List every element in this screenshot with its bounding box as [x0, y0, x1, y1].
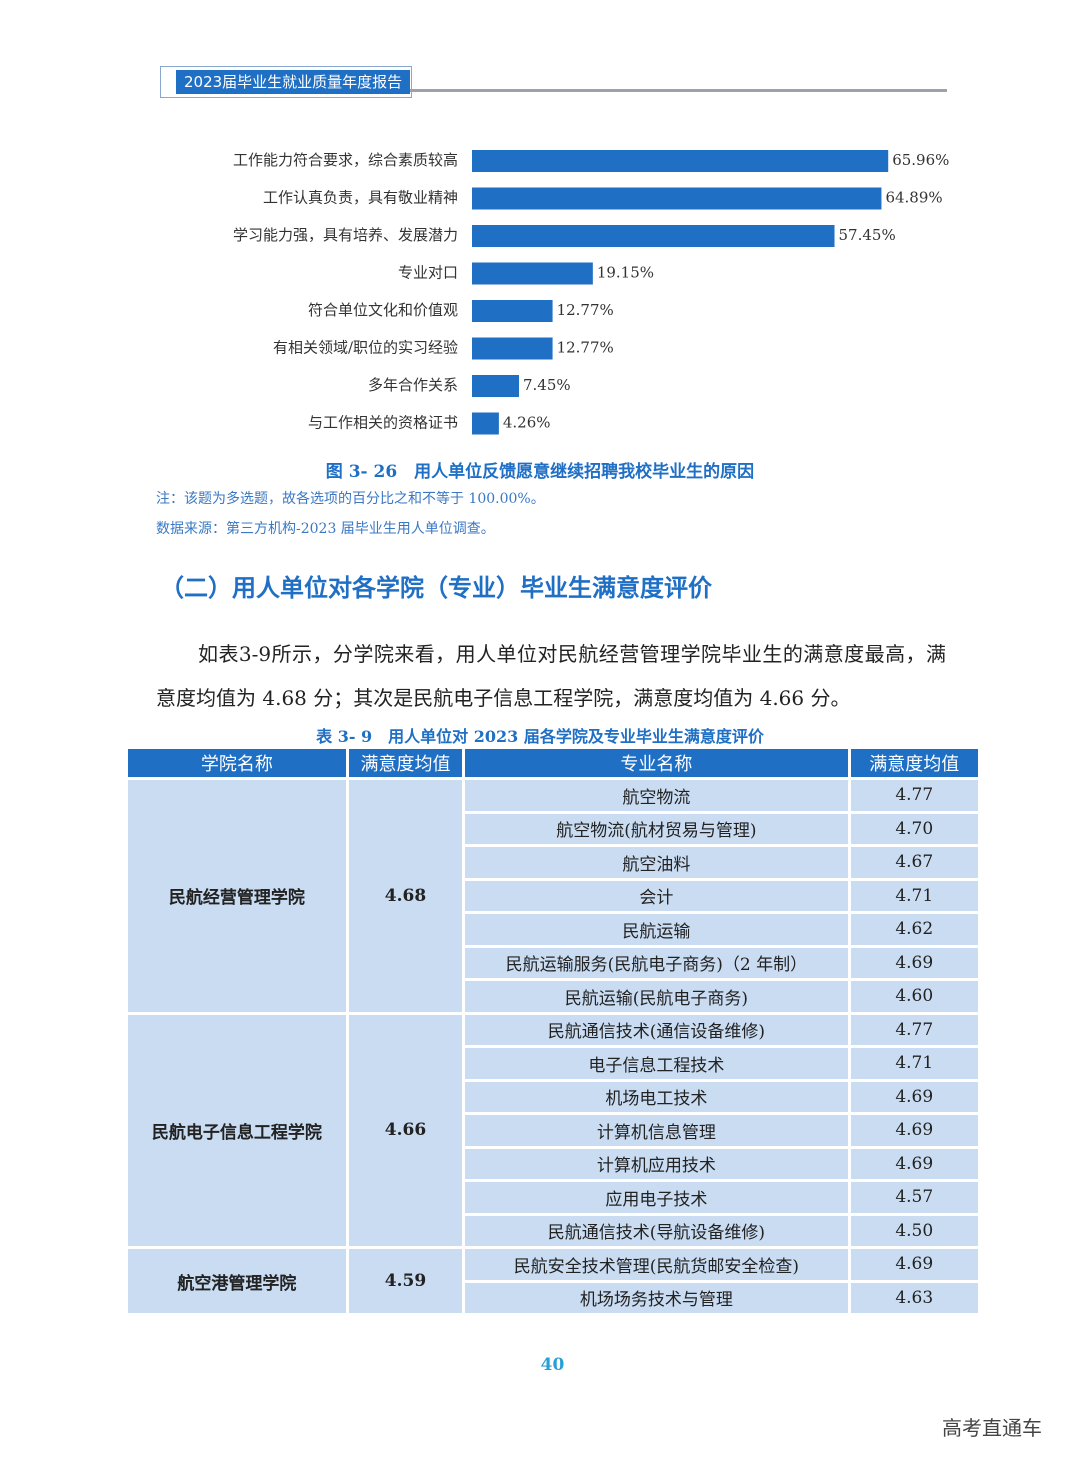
bar	[472, 150, 889, 172]
bar	[472, 375, 520, 397]
value-label: 12.77%	[557, 301, 614, 319]
major-score: 4.71	[850, 1048, 978, 1079]
college-mean: 4.68	[348, 780, 463, 1012]
table-row: 民航通信技术(导航设备维修) 4.50	[128, 1215, 978, 1246]
value-label: 7.45%	[523, 376, 571, 394]
column-header: 专业名称	[465, 749, 848, 777]
header-title: 2023届毕业生就业质量年度报告	[176, 70, 410, 94]
table-row: 航空油料 4.67	[128, 847, 978, 878]
major-score: 4.50	[850, 1215, 978, 1246]
major-name: 电子信息工程技术	[465, 1048, 848, 1079]
major-score: 4.69	[850, 1081, 978, 1112]
bar	[472, 337, 553, 360]
chart: 工作能力符合要求，综合素质较高 65.96% 工作认真负责，具有敬业精神 64.89%…	[233, 150, 949, 435]
bar	[472, 262, 593, 285]
major-name: 航空物流	[465, 780, 848, 811]
category-label: 专业对口	[398, 264, 458, 282]
major-name: 民航通信技术(导航设备维修)	[465, 1215, 848, 1246]
major-name: 民航运输	[465, 914, 848, 945]
college-name: 民航经营管理学院	[128, 780, 346, 1012]
chart-note: 注：该题为多选题，故各选项的百分比之和不等于 100.00%。	[156, 491, 545, 507]
table-row: 机场场务技术与管理 4.63	[128, 1282, 978, 1313]
major-name: 民航运输服务(民航电子商务)（2 年制）	[465, 947, 848, 978]
chart-caption: 图 3- 26 用人单位反馈愿意继续招聘我校毕业生的原因	[325, 462, 755, 482]
paragraph: 如表3-9所示，分学院来看，用人单位对民航经营管理学院毕业生的满意度最高，满意度…	[156, 642, 946, 710]
major-name: 民航通信技术(通信设备维修)	[465, 1014, 848, 1045]
table-row: 民航运输服务(民航电子商务)（2 年制） 4.69	[128, 947, 978, 978]
table-row: 航空港管理学院 4.59 民航安全技术管理(民航货邮安全检查) 4.69	[128, 1249, 978, 1313]
value-label: 4.26%	[503, 414, 551, 432]
bar	[472, 187, 882, 210]
major-name: 计算机应用技术	[465, 1148, 848, 1179]
value-label: 64.89%	[885, 189, 942, 207]
value-label: 57.45%	[839, 226, 896, 244]
category-label: 多年合作关系	[368, 376, 458, 394]
major-name: 机场电工技术	[465, 1081, 848, 1112]
major-score: 4.69	[850, 1249, 978, 1280]
major-score: 4.77	[850, 780, 978, 811]
major-score: 4.69	[850, 947, 978, 978]
major-score: 4.69	[850, 1115, 978, 1146]
major-score: 4.70	[850, 813, 978, 844]
major-name: 民航安全技术管理(民航货邮安全检查)	[465, 1249, 848, 1280]
major-score: 4.71	[850, 880, 978, 911]
category-label: 学习能力强，具有培养、发展潜力	[233, 226, 458, 244]
watermark: 高考直通车	[942, 1416, 1042, 1440]
table-row: 民航电子信息工程学院 4.66 民航通信技术(通信设备维修) 4.77	[128, 1014, 978, 1246]
major-name: 航空物流(航材贸易与管理)	[465, 813, 848, 844]
major-score: 4.77	[850, 1014, 978, 1045]
column-header: 学院名称	[128, 749, 346, 777]
major-score: 4.63	[850, 1282, 978, 1313]
table-row: 民航经营管理学院 4.68 航空物流 4.77	[128, 780, 978, 1012]
table-row: 电子信息工程技术 4.71	[128, 1048, 978, 1079]
table-row: 会计 4.71	[128, 880, 978, 911]
major-score: 4.62	[850, 914, 978, 945]
bar	[472, 300, 553, 322]
category-label: 有相关领域/职位的实习经验	[273, 339, 458, 357]
chart-source: 数据来源：第三方机构-2023 届毕业生用人单位调查。	[156, 521, 495, 537]
table-row: 机场电工技术 4.69	[128, 1081, 978, 1112]
column-header: 满意度均值	[348, 749, 463, 777]
major-name: 航空油料	[465, 847, 848, 878]
value-label: 65.96%	[892, 151, 949, 169]
column-header: 满意度均值	[850, 749, 978, 777]
table-row: 民航运输 4.62	[128, 914, 978, 945]
major-name: 民航运输(民航电子商务)	[465, 981, 848, 1012]
major-score: 4.67	[850, 847, 978, 878]
bar	[472, 225, 835, 247]
value-label: 12.77%	[557, 339, 614, 357]
college-name: 航空港管理学院	[128, 1249, 346, 1313]
table-row: 计算机信息管理 4.69	[128, 1115, 978, 1146]
college-mean: 4.59	[348, 1249, 463, 1313]
category-label: 工作能力符合要求，综合素质较高	[233, 151, 458, 169]
category-label: 与工作相关的资格证书	[308, 414, 458, 432]
major-name: 会计	[465, 880, 848, 911]
college-name: 民航电子信息工程学院	[128, 1014, 346, 1246]
bar	[472, 412, 499, 435]
major-score: 4.60	[850, 981, 978, 1012]
table-title: 表 3- 9 用人单位对 2023 届各学院及专业毕业生满意度评价	[316, 727, 764, 746]
category-label: 符合单位文化和价值观	[308, 301, 458, 319]
page-number: 40	[540, 1355, 565, 1375]
value-label: 19.15%	[597, 264, 654, 282]
major-name: 计算机信息管理	[465, 1115, 848, 1146]
major-name: 机场场务技术与管理	[465, 1282, 848, 1313]
header-rule	[410, 89, 947, 92]
category-label: 工作认真负责，具有敬业精神	[263, 189, 458, 207]
table-row: 航空物流(航材贸易与管理) 4.70	[128, 813, 978, 844]
section-heading: （二）用人单位对各学院（专业）毕业生满意度评价	[160, 574, 712, 602]
header-row: 学院名称 满意度均值 专业名称 满意度均值	[128, 749, 978, 777]
college-mean: 4.66	[348, 1014, 463, 1246]
major-name: 应用电子技术	[465, 1182, 848, 1213]
table-row: 民航运输(民航电子商务) 4.60	[128, 981, 978, 1012]
table: 学院名称 满意度均值 专业名称 满意度均值 民航经营管理学院 4.68 航空物流 4.…	[125, 746, 981, 1316]
table-row: 应用电子技术 4.57	[128, 1182, 978, 1213]
major-score: 4.69	[850, 1148, 978, 1179]
table-row: 计算机应用技术 4.69	[128, 1148, 978, 1179]
header-frame	[160, 66, 412, 98]
major-score: 4.57	[850, 1182, 978, 1213]
